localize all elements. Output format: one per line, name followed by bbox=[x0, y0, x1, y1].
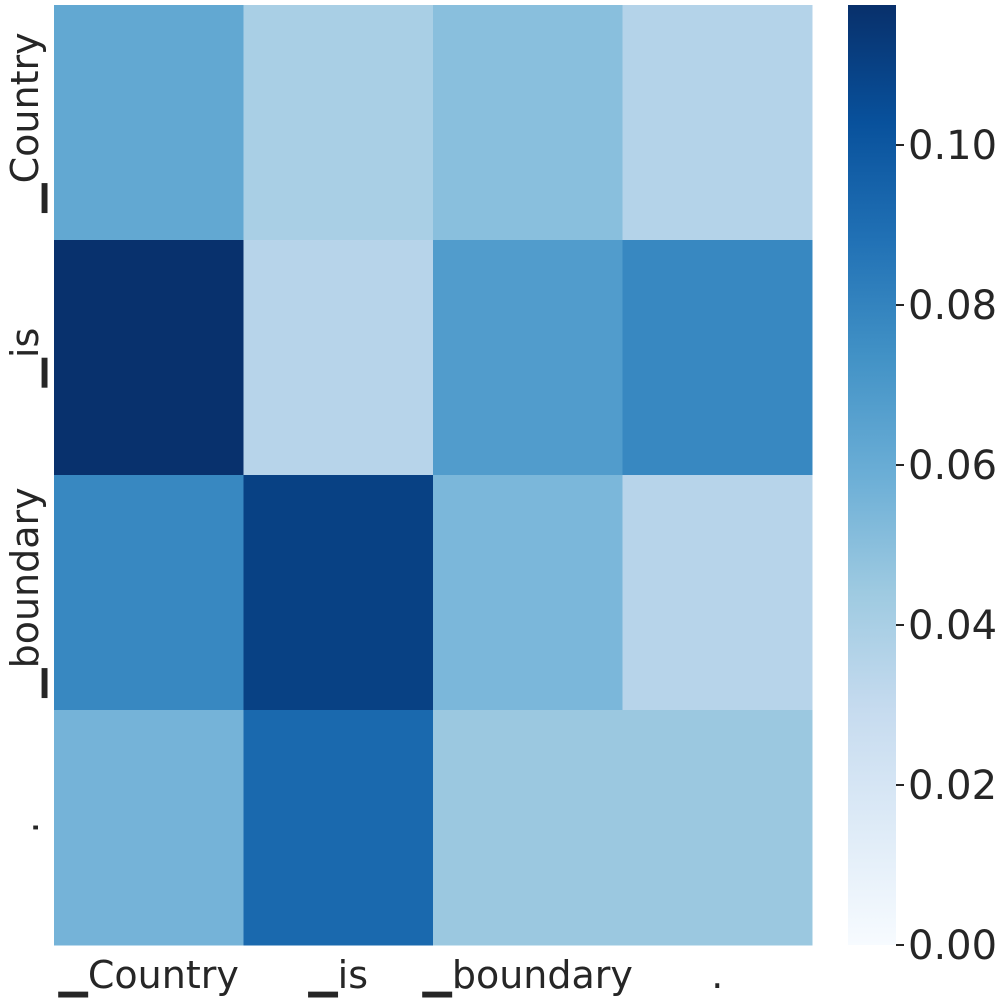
heatmap-cell bbox=[243, 5, 434, 241]
heatmap-cell bbox=[243, 475, 434, 711]
colorbar-tick-label: 0.08 bbox=[908, 283, 997, 329]
heatmap-cell bbox=[622, 5, 813, 241]
x-tick-label: ▁boundary bbox=[422, 953, 633, 998]
heatmap-cells bbox=[54, 5, 813, 946]
colorbar-tick-label: 0.06 bbox=[908, 443, 997, 489]
x-tick-label: ▁Country bbox=[58, 953, 239, 998]
heatmap-cell bbox=[433, 475, 623, 711]
heatmap-cell bbox=[54, 710, 244, 946]
colorbar-tick-label: 0.00 bbox=[908, 923, 997, 969]
heatmap-cell bbox=[433, 710, 623, 946]
colorbar bbox=[848, 5, 896, 945]
heatmap-cell bbox=[622, 240, 813, 476]
colorbar-tick-label: 0.10 bbox=[908, 123, 997, 169]
x-tick-label: ▁is bbox=[307, 953, 368, 998]
heatmap-cell bbox=[622, 710, 813, 946]
x-tick-labels: ▁Country ▁is ▁boundary. bbox=[58, 953, 724, 998]
heatmap-cell bbox=[54, 240, 244, 476]
heatmap-cell bbox=[54, 5, 244, 241]
heatmap-cell bbox=[433, 5, 623, 241]
y-tick-label: ▁Country bbox=[3, 32, 48, 213]
y-tick-label: . bbox=[3, 821, 47, 833]
heatmap-cell bbox=[243, 240, 434, 476]
y-tick-labels: ▁Country ▁is ▁boundary. bbox=[3, 32, 48, 833]
y-tick-label: ▁boundary bbox=[3, 487, 48, 698]
heatmap-cell bbox=[54, 475, 244, 711]
heatmap-cell bbox=[622, 475, 813, 711]
x-tick-label: . bbox=[711, 953, 723, 997]
colorbar-ticks: 0.00 0.02 0.04 0.06 0.08 0.10 bbox=[896, 123, 997, 969]
heatmap-cell bbox=[433, 240, 623, 476]
colorbar-tick-label: 0.04 bbox=[908, 603, 997, 649]
y-tick-label: ▁is bbox=[3, 328, 48, 389]
heatmap-cell bbox=[243, 710, 434, 946]
colorbar-tick-label: 0.02 bbox=[908, 763, 997, 809]
